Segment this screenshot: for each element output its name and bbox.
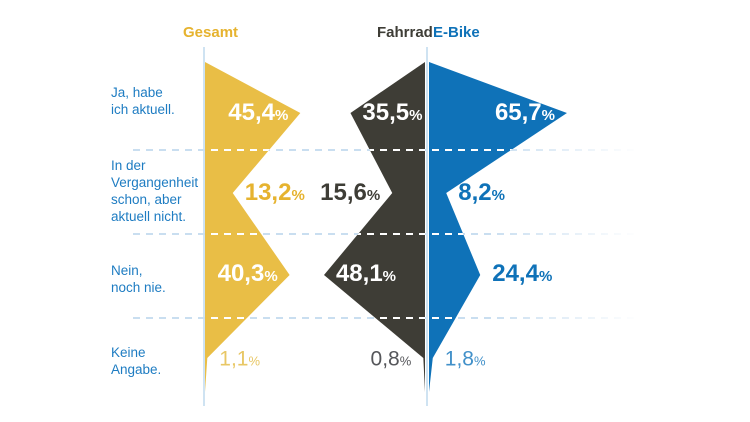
percent-sign: % (473, 353, 486, 369)
value-number: 15,6 (320, 179, 367, 206)
value-label-gesamt-0: 45,4% (228, 101, 288, 125)
value-label-gesamt-2: 40,3% (218, 262, 278, 286)
value-number: 65,7 (494, 99, 542, 126)
kite-shape-gesamt (205, 62, 301, 392)
value-number: 24,4 (492, 260, 539, 287)
category-label-no-answer: Keine Angabe. (111, 345, 162, 377)
value-number: 8,2 (458, 179, 492, 206)
percent-sign: % (538, 268, 553, 285)
value-label-fahrrad-0: 35,5% (362, 101, 422, 125)
percent-sign: % (382, 268, 397, 285)
value-label-fahrrad-2: 48,1% (336, 262, 396, 286)
series-header-gesamt: Gesamt (183, 24, 239, 41)
value-label-e-bike-3: 1,8% (445, 349, 486, 370)
percent-sign: % (409, 107, 423, 124)
value-number: 1,1 (219, 347, 249, 371)
series-header-ebike: E-Bike (433, 24, 480, 41)
value-number: 40,3 (217, 260, 265, 287)
percent-sign: % (291, 187, 305, 204)
value-label-gesamt-1: 13,2% (245, 181, 305, 205)
value-label-e-bike-1: 8,2% (458, 181, 505, 205)
value-label-e-bike-2: 24,4% (492, 262, 552, 286)
category-label-past: In der Vergangenheit schon, aber aktuell… (111, 158, 199, 224)
percent-sign: % (399, 353, 412, 369)
value-label-gesamt-3: 1,1% (219, 349, 260, 370)
percent-sign: % (248, 353, 261, 369)
percent-sign: % (366, 187, 381, 204)
value-label-e-bike-0: 65,7% (495, 101, 555, 125)
category-label-current: Ja, habe ich aktuell. (111, 85, 175, 117)
value-label-fahrrad-3: 0,8% (371, 349, 412, 370)
value-number: 45,4 (228, 99, 276, 126)
value-number: 48,1 (335, 260, 383, 287)
kite-shape-fahrrad (323, 62, 425, 392)
percent-sign: % (275, 107, 289, 124)
value-label-fahrrad-1: 15,6% (320, 181, 380, 205)
kite-shape-e-bike (429, 62, 567, 392)
category-label-never: Nein, noch nie. (111, 263, 166, 295)
value-number: 1,8 (444, 347, 474, 371)
percent-sign: % (541, 107, 555, 124)
value-number: 0,8 (370, 347, 400, 371)
series-header-fahrrad: Fahrrad (377, 24, 433, 41)
percent-sign: % (264, 268, 278, 285)
percent-sign: % (491, 187, 505, 204)
value-number: 35,5 (362, 99, 410, 126)
value-number: 13,2 (244, 179, 292, 206)
